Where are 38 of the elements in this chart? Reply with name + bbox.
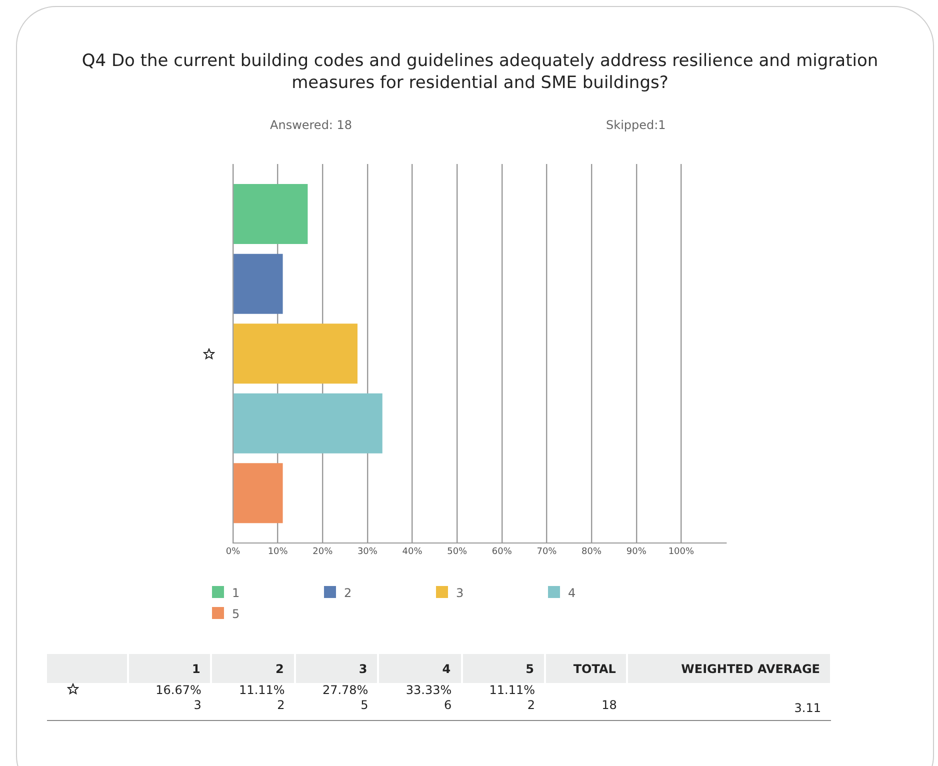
text: 2 — [277, 698, 285, 712]
text: 3 — [294, 654, 378, 683]
text: 16.67% — [156, 683, 202, 697]
x-tick-label: 40% — [402, 546, 423, 557]
x-tick-label: 0% — [226, 546, 241, 557]
text: Answered: 18 — [270, 118, 352, 132]
chart-title: Q4 Do the current building codes and guidelines adequately address resilience and migration measures for residential and SME buildings? — [80, 50, 880, 94]
x-tick-label: 20% — [312, 546, 334, 557]
text: 5 — [462, 654, 546, 683]
x-tick-label: 10% — [268, 546, 288, 557]
x-tick-label: 90% — [626, 546, 647, 557]
legend-label: 2 — [344, 586, 352, 600]
text: 3.11 — [626, 683, 831, 720]
x-tick-label: 80% — [582, 546, 602, 557]
x-tick-label: 70% — [536, 546, 558, 557]
legend-label: 4 — [568, 586, 576, 600]
text: TOTAL — [545, 654, 627, 683]
legend-label: 3 — [456, 586, 464, 600]
text: 11.11% — [239, 683, 285, 697]
text: WEIGHTED AVERAGE — [626, 654, 831, 683]
text: Skipped:1 — [606, 118, 666, 132]
text: 3 — [194, 698, 202, 712]
text: 27.78% — [322, 683, 368, 697]
legend-label: 1 — [232, 586, 240, 600]
text: 2 — [211, 654, 295, 683]
text: 33.33% — [406, 683, 452, 697]
x-tick-label: 100% — [668, 546, 694, 557]
text: 6 — [444, 698, 452, 712]
text: 1 — [192, 662, 200, 676]
x-tick-label: 50% — [447, 546, 468, 557]
text: 2 — [527, 698, 536, 712]
text: 11.11% — [489, 683, 536, 697]
text: 4 — [442, 662, 451, 676]
text: 5 — [360, 698, 368, 712]
x-tick-label: 30% — [357, 546, 378, 557]
x-tick-label: 60% — [492, 546, 512, 557]
text: 18 — [545, 683, 627, 720]
legend-label: 5 — [232, 607, 240, 621]
